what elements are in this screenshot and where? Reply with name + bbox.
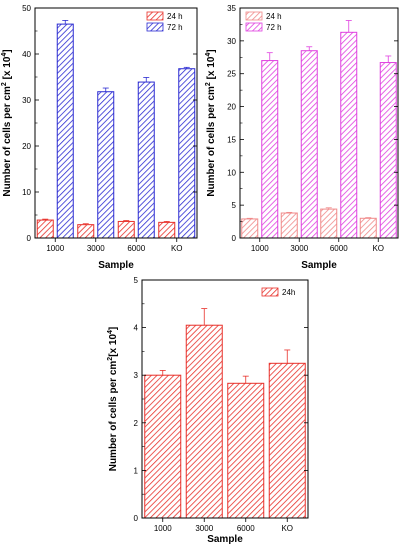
bar-72h-1000	[261, 60, 279, 239]
bar-72h-3000	[300, 50, 318, 239]
bar-24h-1000	[36, 219, 54, 239]
legend-swatch-72h	[146, 22, 164, 32]
bar-72h-KO	[178, 68, 196, 239]
x-tick-label: 6000	[330, 244, 348, 253]
bar-24h-3000	[77, 224, 95, 239]
bar-72h-6000	[340, 31, 358, 239]
bar-24h-3000	[280, 212, 298, 239]
y-axis-title-ylabel-sup2: 4	[205, 53, 212, 57]
bar-72h-KO	[379, 62, 397, 239]
y-axis-title: Number of cells per cm2 [x 104]	[1, 49, 13, 196]
bar-24h-1000	[144, 374, 182, 519]
bar-72h-1000	[56, 23, 74, 239]
y-tick-label: 50	[22, 4, 31, 13]
y-axis-title-ylabel-sup1: 2	[1, 82, 8, 86]
x-tick-label: 3000	[195, 524, 213, 533]
x-axis-title: Sample	[301, 260, 337, 271]
x-axis-title: Sample	[98, 260, 134, 271]
y-tick-label: 5	[232, 201, 237, 210]
y-tick-label: 20	[227, 103, 236, 112]
y-tick-label: 40	[22, 50, 31, 59]
chart-panel-bottom: 0 1 2 3 4 5 1000 3000 6000 KO Sample Number of cell…	[107, 276, 309, 545]
x-tick-label: 1000	[251, 244, 269, 253]
y-axis-title-ylabel-sup2: 4	[107, 330, 114, 334]
bar-24h-3000	[185, 324, 223, 519]
legend-label: 24 h	[266, 12, 282, 21]
x-axis-title: Sample	[207, 534, 243, 545]
y-axis-title: Number of cells per cm2[x 104]	[107, 327, 119, 472]
x-tick-label: KO	[281, 524, 293, 533]
legend-swatch-72h	[245, 22, 263, 32]
y-axis-title-ylabel-sup1: 2	[205, 82, 212, 86]
legend-label: 72 h	[167, 23, 183, 32]
y-axis-title-ylabel-prefix: Number of cells per cm	[2, 86, 13, 197]
y-tick-label: 30	[227, 37, 236, 46]
y-axis-title-ylabel-sup2: 4	[1, 53, 8, 57]
legend-swatch-24h	[146, 11, 164, 21]
bar-24h-6000	[320, 208, 338, 239]
bar-24h-KO	[359, 217, 377, 239]
bar-24h-KO	[268, 362, 306, 519]
bar-24h-KO	[158, 221, 176, 239]
bar-24h-6000	[227, 382, 265, 519]
y-tick-label: 2	[134, 419, 139, 428]
legend-label: 72 h	[266, 23, 282, 32]
y-axis-title-ylabel-prefix: Number of cells per cm	[206, 86, 217, 197]
y-tick-label: 1	[134, 466, 139, 475]
bar-24h-6000	[117, 220, 135, 239]
y-tick-label: 0	[134, 514, 139, 523]
y-tick-label: 4	[134, 324, 139, 333]
x-tick-label: 1000	[46, 244, 64, 253]
y-tick-label: 0	[27, 234, 32, 243]
chart-panel-top-left: 0 10 20 30 40 50 1000 3000 6000 KO Sample Number of…	[1, 4, 198, 271]
y-tick-label: 25	[227, 70, 236, 79]
y-tick-label: 0	[232, 234, 237, 243]
y-axis-title-ylabel-suffix: [x 10	[2, 56, 13, 82]
x-tick-label: 6000	[237, 524, 255, 533]
x-tick-label: 3000	[87, 244, 105, 253]
y-tick-label: 35	[227, 4, 236, 13]
legend-label: 24h	[282, 288, 295, 297]
y-axis-title-ylabel-end: ]	[206, 49, 217, 52]
bar-72h-3000	[97, 91, 115, 239]
bar-24h-1000	[241, 218, 259, 239]
x-tick-label: KO	[372, 244, 384, 253]
x-tick-label: 6000	[127, 244, 145, 253]
y-tick-label: 10	[22, 188, 31, 197]
x-tick-label: 3000	[290, 244, 308, 253]
y-axis-title-ylabel-prefix: Number of cells per cm	[108, 361, 119, 472]
y-tick-label: 10	[227, 168, 236, 177]
y-axis-title-ylabel-end: ]	[2, 49, 13, 52]
y-axis-title-ylabel-end: ]	[108, 327, 119, 330]
y-axis-title-ylabel-sup1: 2	[107, 357, 114, 361]
y-tick-label: 15	[227, 135, 236, 144]
y-tick-label: 5	[134, 276, 139, 285]
x-tick-label: KO	[171, 244, 183, 253]
chart-panel-top-right: 0 5 10 15 20 25 30 35 1000 3000 6000 KO Sample Number…	[205, 4, 399, 271]
x-tick-label: 1000	[154, 524, 172, 533]
y-tick-label: 30	[22, 96, 31, 105]
y-axis-title-ylabel-suffix: [x 10	[206, 56, 217, 82]
bar-72h-6000	[137, 81, 155, 239]
legend-swatch-24h	[261, 287, 279, 297]
y-axis-title: Number of cells per cm2 [x 104]	[205, 49, 217, 196]
legend-swatch-24h	[245, 11, 263, 21]
y-tick-label: 3	[134, 371, 139, 380]
legend-label: 24 h	[167, 12, 183, 21]
y-axis-title-ylabel-suffix: [x 10	[108, 334, 119, 357]
y-tick-label: 20	[22, 142, 31, 151]
